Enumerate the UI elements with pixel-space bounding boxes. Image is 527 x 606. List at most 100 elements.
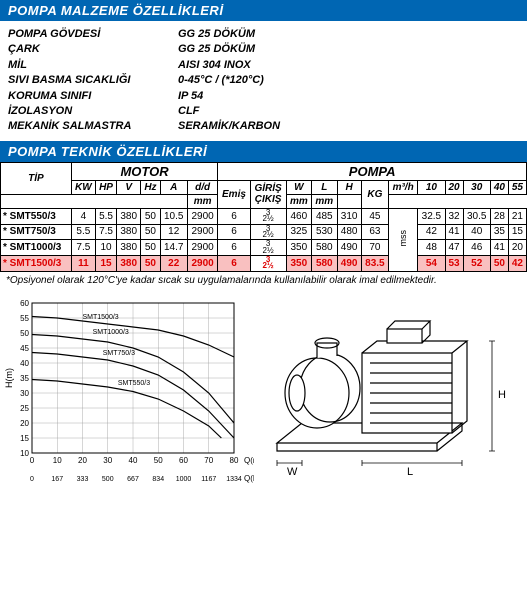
cell: 12 <box>160 224 187 240</box>
table-row: * SMT1000/37.5103805014.72900632½3505804… <box>1 240 527 256</box>
footnote: *Opsiyonel olarak 120°C'ye kadar sıcak s… <box>0 272 527 289</box>
spec-label: MİL <box>8 58 178 73</box>
svg-text:Q(m³/h): Q(m³/h) <box>244 456 254 465</box>
table-row: * SMT750/35.57.538050122900632½325530480… <box>1 224 527 240</box>
col-w-mm: mm <box>187 194 217 208</box>
spec-label: MEKANİK SALMASTRA <box>8 119 178 134</box>
svg-text:40: 40 <box>20 359 29 368</box>
spec-value: GG 25 DÖKÜM <box>178 42 255 57</box>
spec-row: MİLAISI 304 INOX <box>8 58 519 73</box>
cell-head: 42 <box>508 256 526 272</box>
cell: 580 <box>312 256 337 272</box>
cell-head: 41 <box>490 240 508 256</box>
spec-row: SIVI BASMA SICAKLIĞI0-45°C / (*120°C) <box>8 73 519 88</box>
svg-text:1334: 1334 <box>226 476 242 483</box>
svg-text:20: 20 <box>78 456 87 465</box>
cell: 50 <box>141 240 160 256</box>
svg-text:834: 834 <box>152 476 164 483</box>
cell: 530 <box>312 224 337 240</box>
tech-table: TİP MOTOR POMPA KW HP V Hz A d/d Emiş Gİ… <box>0 162 527 272</box>
cell-head: 35 <box>490 224 508 240</box>
cell: * SMT1500/3 <box>1 256 72 272</box>
col-kw: KW <box>71 180 95 194</box>
spec-label: İZOLASYON <box>8 104 178 119</box>
cell: 22 <box>160 256 187 272</box>
cell-head: 41 <box>445 224 463 240</box>
svg-text:167: 167 <box>51 476 63 483</box>
dim-l: L <box>407 466 413 478</box>
col-dd: d/d <box>187 180 217 194</box>
cell-head: 46 <box>463 240 490 256</box>
svg-text:25: 25 <box>20 404 29 413</box>
cell: 14.7 <box>160 240 187 256</box>
cell: 480 <box>337 224 361 240</box>
cell-head: 28 <box>490 208 508 224</box>
svg-text:55: 55 <box>20 314 29 323</box>
col-f10: 10 <box>418 180 445 194</box>
cell: 50 <box>141 208 160 224</box>
spec-row: İZOLASYONCLF <box>8 104 519 119</box>
cell: 4 <box>71 208 95 224</box>
cell-head: 40 <box>463 224 490 240</box>
cell: 380 <box>117 256 141 272</box>
cell: 490 <box>337 240 361 256</box>
col-m3h: m³/h <box>389 180 418 194</box>
cell: 325 <box>286 224 311 240</box>
cell: 350 <box>286 256 311 272</box>
col-v: V <box>117 180 141 194</box>
cell: 15 <box>95 256 116 272</box>
pump-drawing: W L H <box>262 293 512 483</box>
dim-h: H <box>498 389 506 401</box>
cell: 310 <box>337 208 361 224</box>
svg-text:SMT550/3: SMT550/3 <box>118 380 150 387</box>
cell: 490 <box>337 256 361 272</box>
col-hz: Hz <box>141 180 160 194</box>
spec-label: KORUMA SINIFI <box>8 89 178 104</box>
col-l-mm: mm <box>286 194 311 208</box>
col-h: H <box>337 180 361 194</box>
cell: * SMT550/3 <box>1 208 72 224</box>
cell: 11 <box>71 256 95 272</box>
cell: 485 <box>312 208 337 224</box>
col-giris-cikis: GİRİŞ ÇIKIŞ <box>250 180 286 208</box>
cell: 5.5 <box>71 224 95 240</box>
spec-row: POMPA GÖVDESİGG 25 DÖKÜM <box>8 27 519 42</box>
col-f40: 40 <box>490 180 508 194</box>
cell: 5.5 <box>95 208 116 224</box>
cell: 2900 <box>187 256 217 272</box>
cell-head: 32 <box>445 208 463 224</box>
materials-header: POMPA MALZEME ÖZELLİKLERİ <box>0 0 527 21</box>
cell: 2900 <box>187 224 217 240</box>
svg-text:80: 80 <box>230 456 239 465</box>
svg-text:70: 70 <box>204 456 213 465</box>
svg-text:45: 45 <box>20 344 29 353</box>
svg-text:10: 10 <box>53 456 62 465</box>
svg-text:500: 500 <box>102 476 114 483</box>
spec-row: ÇARKGG 25 DÖKÜM <box>8 42 519 57</box>
cell: 460 <box>286 208 311 224</box>
spec-value: SERAMİK/KARBON <box>178 119 280 134</box>
technical-header: POMPA TEKNİK ÖZELLİKLERİ <box>0 141 527 162</box>
cell: 10 <box>95 240 116 256</box>
svg-text:20: 20 <box>20 419 29 428</box>
cell: 70 <box>361 240 388 256</box>
materials-table: POMPA GÖVDESİGG 25 DÖKÜMÇARKGG 25 DÖKÜMM… <box>0 21 527 141</box>
spec-label: SIVI BASMA SICAKLIĞI <box>8 73 178 88</box>
svg-text:50: 50 <box>20 329 29 338</box>
cell: 7.5 <box>95 224 116 240</box>
table-row: * SMT1500/3111538050222900632½3505804908… <box>1 256 527 272</box>
cell-head: 42 <box>418 224 445 240</box>
svg-text:1000: 1000 <box>176 476 192 483</box>
svg-text:0: 0 <box>30 476 34 483</box>
cell-mss: mss <box>389 208 418 271</box>
cell: 7.5 <box>71 240 95 256</box>
cell: 380 <box>117 208 141 224</box>
svg-text:30: 30 <box>103 456 112 465</box>
svg-text:SMT1000/3: SMT1000/3 <box>93 329 129 336</box>
svg-text:60: 60 <box>20 299 29 308</box>
col-tip: TİP <box>1 162 72 194</box>
spec-row: MEKANİK SALMASTRASERAMİK/KARBON <box>8 119 519 134</box>
spec-label: POMPA GÖVDESİ <box>8 27 178 42</box>
svg-text:60: 60 <box>179 456 188 465</box>
spec-value: IP 54 <box>178 89 203 104</box>
